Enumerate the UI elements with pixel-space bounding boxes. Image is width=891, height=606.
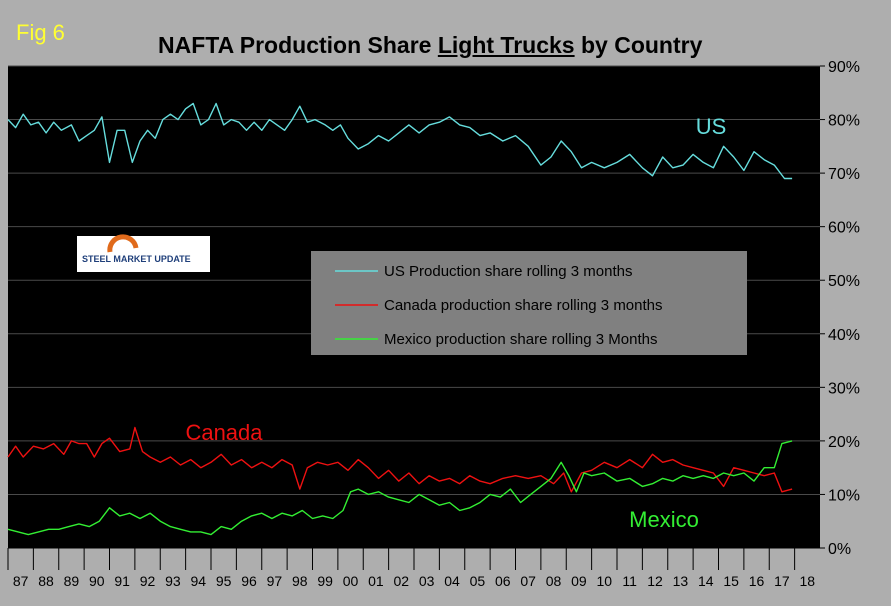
logo-text: STEEL MARKET UPDATE [82,254,191,264]
x-tick-label: 15 [723,573,739,589]
x-tick-label: 93 [165,573,181,589]
x-tick-label: 16 [749,573,765,589]
logo-background [77,236,210,272]
legend-box [311,251,747,355]
y-tick-label: 90% [828,59,860,76]
y-tick-label: 0% [828,541,851,558]
annotation-mexico: Mexico [629,507,699,532]
chart-title-prefix: NAFTA Production Share [158,32,438,58]
annotation-canada: Canada [185,420,263,445]
chart-title: NAFTA Production Share Light Trucks by C… [158,32,702,59]
figure-label: Fig 6 [16,20,65,45]
x-tick-label: 18 [800,573,816,589]
x-tick-label: 06 [495,573,511,589]
legend-label-canada: Canada production share rolling 3 months [384,297,663,314]
x-tick-label: 12 [647,573,663,589]
y-tick-label: 80% [828,113,860,130]
y-tick-label: 20% [828,434,860,451]
x-tick-label: 89 [64,573,80,589]
x-tick-label: 90 [89,573,105,589]
series-line-us [7,102,793,180]
legend-label-us: US Production share rolling 3 months [384,263,632,280]
y-tick-label: 60% [828,220,860,237]
x-tick-label: 11 [622,573,637,589]
x-tick-label: 96 [241,573,257,589]
x-tick-label: 99 [317,573,333,589]
x-tick-label: 17 [774,573,790,589]
x-tick-label: 88 [38,573,54,589]
chart-title-suffix: by Country [574,32,703,58]
x-tick-label: 10 [597,573,613,589]
legend: US Production share rolling 3 months Cana… [311,251,747,355]
x-tick-label: 95 [216,573,232,589]
legend-label-mexico: Mexico production share rolling 3 Months [384,331,657,348]
x-tick-label: 94 [191,573,207,589]
chart-title-underlined: Light Trucks [437,32,575,58]
logo: STEEL MARKET UPDATE [77,234,210,272]
x-axis-ticks: 87 88 89 90 91 92 93 94 95 96 97 98 99 00 01 02 03 04 05 06… [7,547,820,589]
x-tick-label: 09 [571,573,587,589]
x-tick-label: 05 [470,573,486,589]
x-tick-label: 04 [444,573,460,589]
x-tick-label: 01 [368,573,384,589]
x-tick-label: 13 [673,573,689,589]
x-tick-label: 14 [698,573,714,589]
x-tick-label: 02 [394,573,410,589]
x-tick-label: 00 [343,573,359,589]
y-tick-label: 70% [828,166,860,183]
y-tick-label: 40% [828,327,860,344]
x-tick-label: 91 [114,573,130,589]
annotation-us: US [696,114,727,139]
logo-arc-icon [107,234,139,253]
y-tick-label: 50% [828,273,860,290]
x-tick-label: 03 [419,573,435,589]
gridlines [8,65,820,495]
x-tick-label: 92 [140,573,156,589]
y-tick-label: 10% [828,487,860,504]
x-tick-label: 08 [546,573,562,589]
series-line-canada [7,426,793,493]
y-tick-label: 30% [828,380,860,397]
x-tick-label: 87 [13,573,29,589]
x-tick-label: 97 [267,573,283,589]
x-tick-label: 98 [292,573,308,589]
y-axis-ticks: 0% 10% 20% 30% 40% 50% 60% 70% 80% 90% [820,59,860,558]
x-tick-label: 07 [520,573,536,589]
series-lines [7,102,793,536]
series-annotations: US Canada Mexico [185,114,726,532]
series-line-mexico [7,440,793,536]
